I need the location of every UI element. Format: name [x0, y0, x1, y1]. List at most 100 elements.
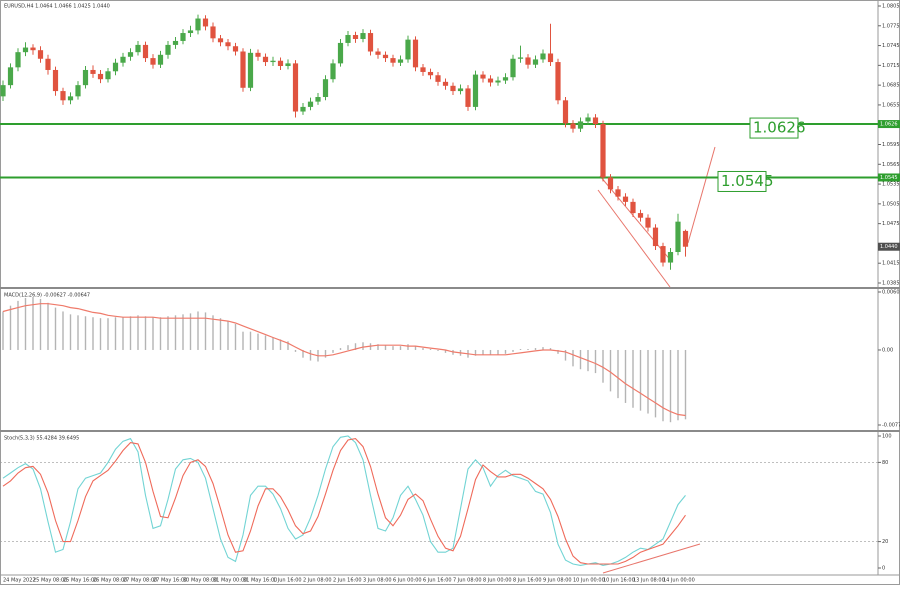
x-tick-label: 9 Jun 08:00 [543, 578, 572, 584]
candle-body [352, 35, 359, 39]
candle-body [600, 124, 606, 178]
candle-body [495, 80, 501, 83]
candle-body [255, 52, 261, 57]
macd-bar [474, 349, 477, 356]
x-tick-label: 7 Jun 08:00 [453, 578, 482, 584]
macd-bar [632, 349, 634, 408]
macd-bar [564, 349, 567, 361]
macd-bar [482, 349, 484, 355]
candle-body [82, 69, 89, 86]
candle-body [135, 44, 141, 53]
y-tick-label: 1.0805 [882, 4, 900, 10]
macd-bar [9, 305, 12, 350]
macd-bar [294, 349, 297, 352]
macd-bar [429, 349, 432, 350]
y-tick-label: 1.0475 [882, 221, 900, 227]
macd-bar [189, 313, 192, 350]
macd-bar [347, 345, 349, 350]
macd-bar [557, 349, 559, 354]
y-tick-label: 20 [882, 539, 888, 545]
macd-bar [92, 317, 94, 350]
channel-line [597, 189, 671, 288]
candle-body [510, 58, 516, 78]
macd-bar [69, 314, 72, 350]
macd-bar [407, 344, 409, 350]
x-tick-label: 10 Jun 16:00 [603, 578, 635, 584]
candle-body [277, 60, 284, 67]
candle-body [112, 62, 119, 72]
candle-body [517, 57, 524, 59]
candle-body [270, 60, 276, 63]
x-tick-label: 3 Jun 08:00 [363, 578, 392, 584]
channel-line [599, 175, 673, 263]
candle-body [562, 100, 569, 124]
level-tag [878, 120, 900, 129]
macd-bar [414, 346, 417, 350]
candle-body [615, 189, 621, 197]
candle-body [337, 42, 344, 64]
y-tick-label: 1.0655 [882, 102, 900, 108]
macd-bar [257, 333, 259, 350]
macd-bar [24, 297, 27, 350]
macd-bar [602, 349, 604, 383]
candle-body [157, 54, 164, 65]
macd-bar [662, 349, 664, 422]
stoch-trendline [602, 543, 701, 574]
candle-body [45, 58, 51, 70]
macd-bar [174, 315, 177, 350]
signal-line [2, 303, 686, 417]
candle-body [202, 18, 209, 27]
candle-body [405, 39, 411, 60]
candle-body [37, 50, 44, 59]
candle-body [127, 52, 134, 57]
y-tick-label: 80 [882, 460, 888, 466]
macd-bar [669, 349, 672, 423]
candle-body [330, 63, 336, 80]
candle-body [247, 52, 254, 88]
macd-bar [647, 349, 649, 414]
x-tick-label: 27 May 08:00 [123, 578, 157, 584]
candle-body [195, 18, 201, 31]
candle-body [397, 59, 404, 63]
y-tick-label: 1.0685 [882, 83, 900, 89]
candle-body [375, 51, 381, 55]
candle-body [607, 177, 614, 190]
level-tag-label: 1.0626 [880, 122, 898, 128]
candle-body [120, 56, 126, 63]
y-tick-label: 1.0565 [882, 162, 900, 168]
candle-body [285, 63, 291, 67]
candle-body [420, 67, 426, 72]
macd-bar [362, 342, 364, 350]
candle-body [427, 71, 434, 76]
candle-body [52, 69, 59, 92]
candle-body [487, 78, 494, 83]
candle-body [442, 81, 449, 86]
macd-bar [594, 349, 597, 374]
macd-bar [384, 345, 387, 350]
candle-body [577, 121, 584, 129]
y-tick-label: 1.0535 [882, 182, 900, 188]
macd-bar [249, 331, 252, 350]
candle-body [300, 106, 306, 112]
x-tick-label: 8 Jun 16:00 [513, 578, 542, 584]
candle-body [307, 101, 314, 107]
candle-body [240, 51, 246, 88]
macd-bar [144, 316, 147, 350]
macd-bar [324, 349, 327, 358]
level-tag [878, 173, 900, 182]
macd-bar [272, 337, 274, 350]
macd-bar [549, 348, 552, 350]
macd-bar [77, 315, 79, 350]
macd-bar [504, 349, 507, 354]
candle-body [90, 69, 96, 74]
macd-bar [399, 346, 402, 350]
candle-body [547, 53, 554, 63]
x-tick-label: 25 May 16:00 [63, 578, 97, 584]
candle-body [225, 42, 231, 47]
last-price-tag [878, 242, 900, 251]
macd-bar [309, 349, 312, 361]
macd-bar [617, 349, 619, 399]
macd-bar [444, 349, 447, 353]
